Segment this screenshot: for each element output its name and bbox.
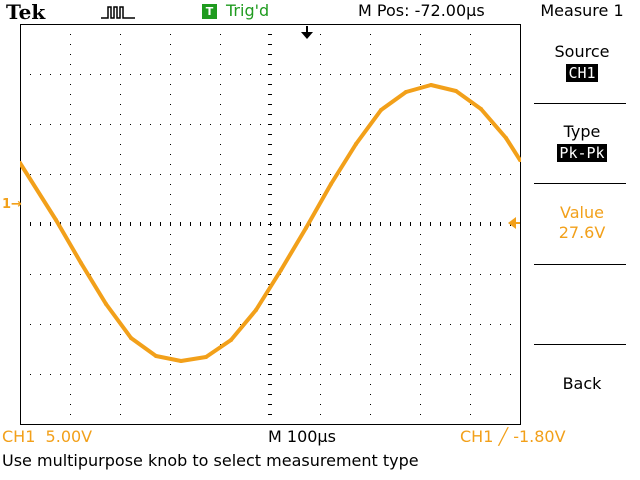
menu-separator xyxy=(534,183,626,184)
menu-separator xyxy=(534,264,626,265)
ch1-sample-point xyxy=(504,136,508,140)
ch1-sample-point xyxy=(104,302,108,306)
menu-back-button[interactable]: Back xyxy=(524,374,640,394)
ch1-sample-point xyxy=(429,83,433,87)
ch1-sample-point xyxy=(518,158,521,162)
acquisition-mode-icon xyxy=(101,6,135,19)
measurement-value: 27.6V xyxy=(558,223,606,242)
brand-logo: Tek xyxy=(6,0,46,24)
ch1-sample-point xyxy=(254,308,258,312)
menu-value-display: Value 27.6V xyxy=(524,203,640,243)
ch1-sample-point xyxy=(379,108,383,112)
main-position-readout: M Pos: -72.00µs xyxy=(358,1,485,20)
trigger-status: Trig'd xyxy=(226,1,270,20)
source-label: Source xyxy=(554,42,610,61)
graticule xyxy=(20,24,521,425)
back-label: Back xyxy=(562,374,602,393)
waveform-display xyxy=(20,24,521,425)
menu-separator xyxy=(534,344,626,345)
ch1-sample-point xyxy=(329,182,333,186)
ch1-sample-point xyxy=(304,226,308,230)
ch1-sample-point xyxy=(154,354,158,358)
menu-type-button[interactable]: Type Pk-Pk xyxy=(524,122,640,162)
ch1-sample-point xyxy=(79,261,83,265)
help-message: Use multipurpose knob to select measurem… xyxy=(2,451,419,470)
menu-title: Measure 1 xyxy=(540,1,624,20)
ch1-sample-point xyxy=(54,218,58,222)
trigger-level-marker-icon xyxy=(508,217,520,229)
value-label: Value xyxy=(560,203,604,222)
ch1-sample-point xyxy=(354,142,358,146)
status-bar: Tek T Trig'd M Pos: -72.00µs Measure 1 xyxy=(0,0,640,24)
ch1-sample-point xyxy=(129,336,133,340)
type-value: Pk-Pk xyxy=(557,144,607,162)
menu-separator xyxy=(534,103,626,104)
ch1-sample-point xyxy=(179,359,183,363)
ch1-scale-readout: CH1 5.00V xyxy=(2,427,93,446)
ch1-sample-point xyxy=(204,355,208,359)
timebase-readout: M 100µs xyxy=(268,427,336,446)
trigger-level-readout: CH1 ╱ -1.80V xyxy=(460,427,566,446)
trigger-status-badge: T xyxy=(202,4,217,19)
channel1-marker: 1→ xyxy=(2,197,22,212)
type-label: Type xyxy=(563,122,601,141)
trigger-position-marker-icon xyxy=(301,26,313,39)
menu-source-button[interactable]: Source CH1 xyxy=(524,42,640,82)
ch1-sample-point xyxy=(479,107,483,111)
ch1-sample-point xyxy=(279,268,283,272)
ch1-sample-point xyxy=(454,89,458,93)
ch1-sample-point xyxy=(20,161,22,165)
ch1-sample-point xyxy=(404,90,408,94)
ch1-sample-point xyxy=(229,338,233,342)
source-value: CH1 xyxy=(566,64,598,82)
